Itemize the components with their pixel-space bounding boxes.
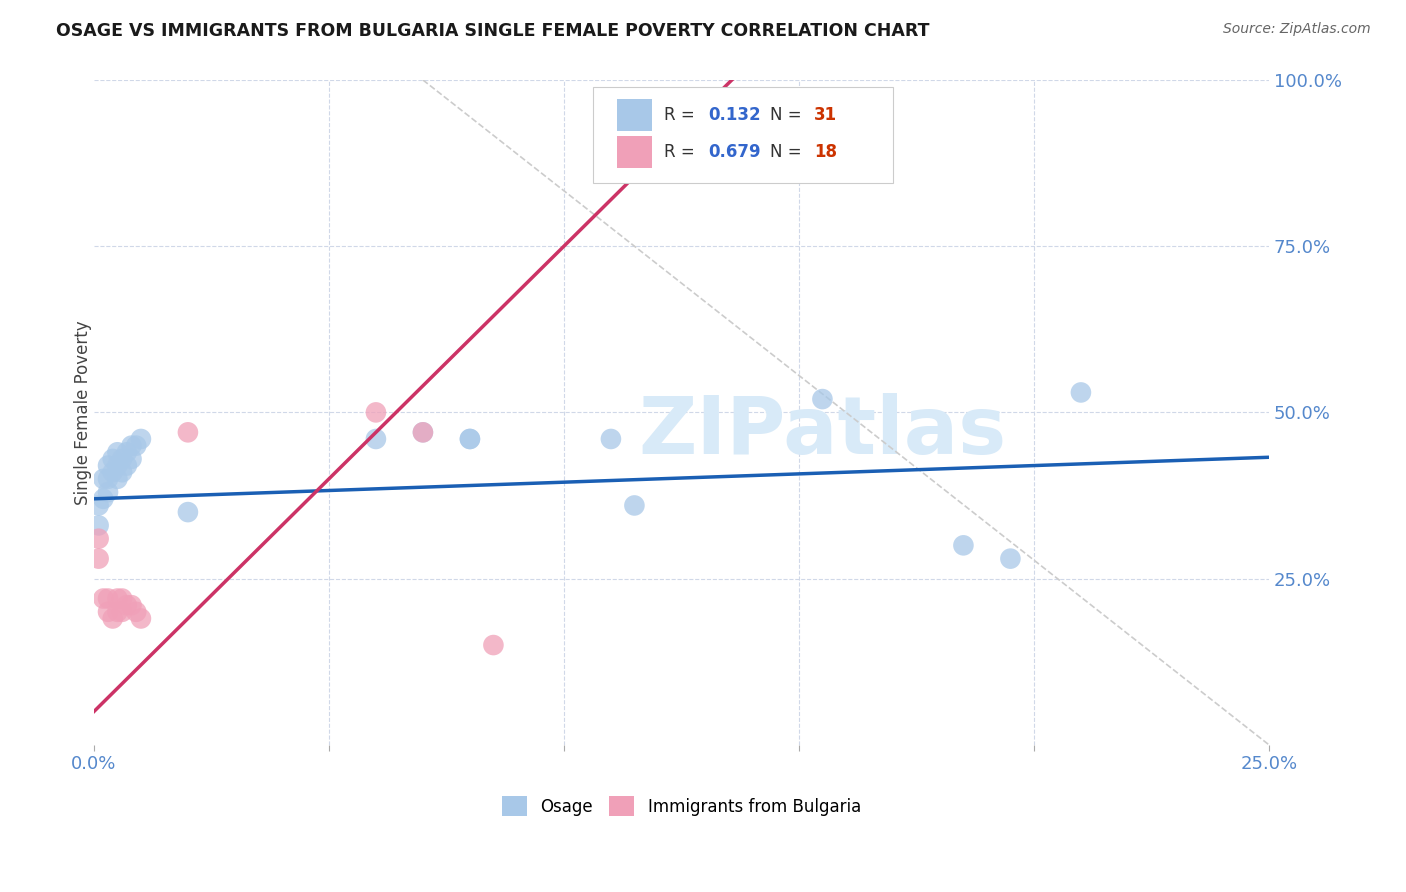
- Point: [364, 432, 387, 446]
- Point: [125, 439, 148, 453]
- Point: [97, 591, 120, 606]
- Point: [87, 532, 110, 546]
- Y-axis label: Single Female Poverty: Single Female Poverty: [75, 320, 91, 505]
- Point: [91, 491, 114, 506]
- Point: [107, 591, 129, 606]
- Point: [87, 551, 110, 566]
- Point: [87, 499, 110, 513]
- Point: [623, 499, 645, 513]
- Point: [107, 605, 129, 619]
- Point: [91, 591, 114, 606]
- Point: [177, 425, 200, 440]
- Point: [115, 458, 138, 473]
- Point: [1070, 385, 1092, 400]
- Point: [97, 458, 120, 473]
- Legend: Osage, Immigrants from Bulgaria: Osage, Immigrants from Bulgaria: [495, 789, 868, 822]
- Point: [97, 472, 120, 486]
- Point: [458, 432, 481, 446]
- Point: [412, 425, 434, 440]
- Point: [600, 432, 623, 446]
- Point: [458, 432, 481, 446]
- Text: ZIPatlas: ZIPatlas: [638, 393, 1007, 471]
- Point: [87, 518, 110, 533]
- Point: [101, 611, 124, 625]
- Text: N =: N =: [769, 105, 807, 124]
- Text: R =: R =: [664, 143, 700, 161]
- Point: [97, 485, 120, 500]
- Point: [111, 605, 134, 619]
- Point: [91, 472, 114, 486]
- FancyBboxPatch shape: [593, 87, 893, 183]
- Point: [121, 451, 143, 466]
- Text: OSAGE VS IMMIGRANTS FROM BULGARIA SINGLE FEMALE POVERTY CORRELATION CHART: OSAGE VS IMMIGRANTS FROM BULGARIA SINGLE…: [56, 22, 929, 40]
- Point: [97, 605, 120, 619]
- FancyBboxPatch shape: [617, 136, 652, 169]
- Text: 0.679: 0.679: [709, 143, 761, 161]
- Point: [125, 605, 148, 619]
- Point: [412, 425, 434, 440]
- FancyBboxPatch shape: [617, 99, 652, 131]
- Point: [811, 392, 834, 406]
- Text: N =: N =: [769, 143, 807, 161]
- Point: [1000, 551, 1022, 566]
- Text: 31: 31: [814, 105, 838, 124]
- Point: [952, 538, 974, 552]
- Point: [482, 638, 505, 652]
- Point: [107, 445, 129, 459]
- Point: [364, 405, 387, 419]
- Point: [129, 611, 152, 625]
- Text: R =: R =: [664, 105, 700, 124]
- Point: [107, 472, 129, 486]
- Point: [111, 591, 134, 606]
- Point: [121, 598, 143, 612]
- Text: 0.132: 0.132: [709, 105, 761, 124]
- Point: [115, 445, 138, 459]
- Point: [129, 432, 152, 446]
- Point: [177, 505, 200, 519]
- Point: [101, 451, 124, 466]
- Point: [101, 465, 124, 479]
- Point: [111, 451, 134, 466]
- Point: [121, 439, 143, 453]
- Point: [107, 458, 129, 473]
- Point: [111, 465, 134, 479]
- Text: Source: ZipAtlas.com: Source: ZipAtlas.com: [1223, 22, 1371, 37]
- Text: 18: 18: [814, 143, 837, 161]
- Point: [115, 598, 138, 612]
